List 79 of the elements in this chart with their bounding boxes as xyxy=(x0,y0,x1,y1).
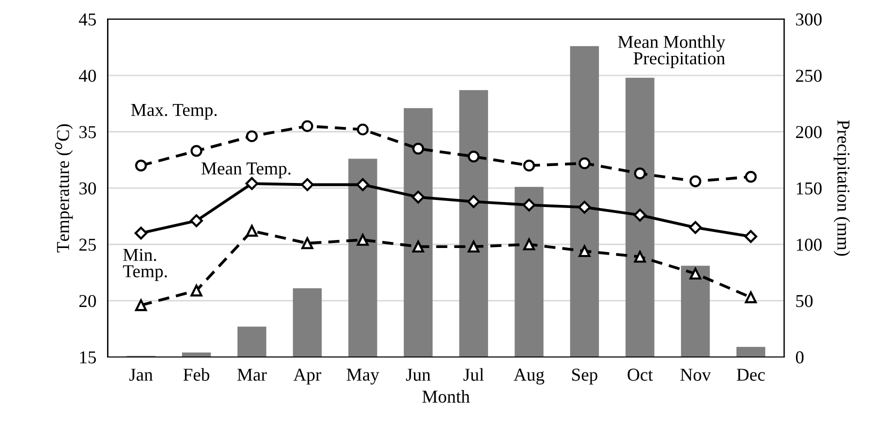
point xyxy=(744,170,757,183)
y2-tick-label: 50 xyxy=(796,294,813,308)
point xyxy=(356,124,369,136)
bar xyxy=(514,186,544,357)
point xyxy=(467,195,480,208)
point xyxy=(356,234,369,246)
point xyxy=(578,157,590,170)
point xyxy=(744,291,757,304)
bar xyxy=(348,158,378,357)
point xyxy=(246,130,258,142)
x-tick-label: Oct xyxy=(628,368,653,381)
x-tick-label: Jul xyxy=(463,368,484,381)
point xyxy=(190,144,202,157)
x-tick-label: Jun xyxy=(406,368,430,381)
x-tick-label: Dec xyxy=(736,368,765,381)
point xyxy=(634,168,646,180)
bar xyxy=(736,346,766,357)
point xyxy=(688,221,702,234)
point xyxy=(522,198,536,212)
x-tick-label: Jan xyxy=(129,368,153,381)
point xyxy=(245,177,258,190)
point xyxy=(523,160,535,172)
y2-axis-title: Precipitation (mm) xyxy=(834,120,850,256)
bar xyxy=(404,108,433,357)
x-tick-label: Mar xyxy=(237,368,267,381)
point xyxy=(135,160,147,172)
y-tick-label: 30 xyxy=(79,182,96,195)
bar xyxy=(237,326,266,357)
point xyxy=(578,245,590,258)
x-axis-title: Month xyxy=(422,390,470,403)
bar xyxy=(626,78,654,357)
point xyxy=(634,208,646,222)
point xyxy=(689,175,702,188)
y2-tick-label: 250 xyxy=(796,70,822,82)
y-axis-title: Temperature ($^{o}$C) xyxy=(54,124,73,252)
x-tick-label: May xyxy=(346,368,380,384)
y2-tick-label: 150 xyxy=(796,182,822,195)
point xyxy=(190,214,203,228)
point xyxy=(412,240,424,253)
point xyxy=(468,240,480,253)
bar xyxy=(570,46,599,357)
point xyxy=(135,299,147,312)
y-tick-label: 35 xyxy=(79,126,96,138)
y2-tick-label: 100 xyxy=(796,238,822,251)
series-label: Min. Temp. xyxy=(123,248,167,282)
point xyxy=(356,178,370,192)
point xyxy=(412,190,425,204)
bar xyxy=(680,266,710,357)
y2-tick-label: 200 xyxy=(796,126,822,138)
y-tick-label: 45 xyxy=(78,14,96,26)
y-tick-label: 20 xyxy=(79,294,96,308)
point xyxy=(246,224,258,237)
x-tick-label: Feb xyxy=(183,368,210,381)
point xyxy=(301,237,314,250)
point xyxy=(468,150,480,162)
point xyxy=(300,178,314,192)
y-tick-label: 40 xyxy=(78,70,96,82)
point xyxy=(412,142,424,155)
point xyxy=(301,120,314,132)
y-tick-label: 25 xyxy=(79,238,96,251)
series-label: Mean Monthly Precipitation xyxy=(618,35,726,68)
bar xyxy=(459,90,488,357)
bar xyxy=(292,288,322,357)
point xyxy=(689,268,702,280)
y2-tick-label: 300 xyxy=(796,13,822,26)
point xyxy=(744,230,758,243)
point xyxy=(523,238,535,250)
point xyxy=(634,250,646,263)
x-tick-label: Sep xyxy=(572,368,598,384)
point xyxy=(190,284,202,296)
x-tick-label: Nov xyxy=(680,368,711,381)
point xyxy=(578,200,591,214)
point xyxy=(134,226,148,240)
x-tick-label: Aug xyxy=(514,368,544,384)
y-tick-label: 15 xyxy=(80,351,96,364)
x-tick-label: Apr xyxy=(293,368,322,384)
series-label: Max. Temp. xyxy=(131,104,217,120)
y2-tick-label: 0 xyxy=(796,351,804,364)
series-label: Mean Temp. xyxy=(202,162,290,178)
